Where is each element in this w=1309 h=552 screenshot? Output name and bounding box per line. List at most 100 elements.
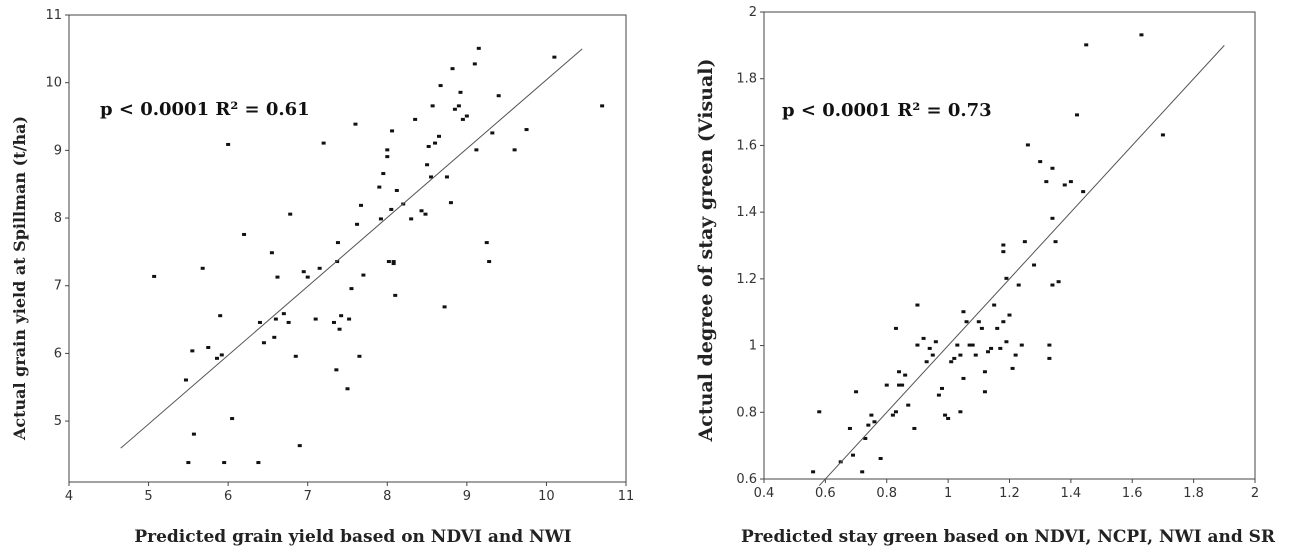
data-point xyxy=(958,353,963,357)
data-point xyxy=(413,117,418,121)
data-point xyxy=(152,274,157,278)
data-point xyxy=(866,423,871,427)
data-point xyxy=(361,273,366,277)
data-point xyxy=(429,175,434,179)
data-point xyxy=(442,305,447,309)
data-point xyxy=(391,262,396,266)
data-point xyxy=(1016,283,1021,287)
x-tick-label: 11 xyxy=(618,489,635,504)
data-point xyxy=(872,420,877,424)
data-point xyxy=(1013,353,1018,357)
data-point xyxy=(426,144,431,148)
data-point xyxy=(472,62,477,66)
data-point xyxy=(811,470,816,474)
data-point xyxy=(961,310,966,314)
data-point xyxy=(906,403,911,407)
x-tick-label: 2 xyxy=(1251,486,1259,501)
data-point xyxy=(863,436,868,440)
data-point xyxy=(409,217,414,221)
data-point xyxy=(183,378,188,382)
data-point xyxy=(600,104,605,108)
data-point xyxy=(288,212,293,216)
data-point xyxy=(1025,143,1030,147)
x-axis-label: Predicted stay green based on NDVI, NCPI… xyxy=(741,527,1276,547)
data-point xyxy=(893,410,898,414)
data-point xyxy=(269,251,274,255)
data-point xyxy=(476,46,481,50)
data-point xyxy=(456,104,461,108)
data-point xyxy=(995,326,1000,330)
regression-line xyxy=(120,48,583,449)
x-tick-label: 1 xyxy=(944,486,952,501)
data-point xyxy=(389,207,394,211)
data-point xyxy=(281,312,286,316)
data-point xyxy=(1050,216,1055,220)
data-point xyxy=(1004,340,1009,344)
data-point xyxy=(976,320,981,324)
y-tick-label: 10 xyxy=(45,76,62,91)
data-point xyxy=(930,353,935,357)
data-point xyxy=(458,90,463,94)
data-point xyxy=(438,84,443,88)
data-point xyxy=(869,413,874,417)
data-point xyxy=(847,426,852,430)
data-point xyxy=(339,314,344,318)
data-point xyxy=(903,373,908,377)
data-point xyxy=(297,444,302,448)
data-point xyxy=(897,383,902,387)
fit-annotation: p < 0.0001 R² = 0.73 xyxy=(782,100,992,121)
data-point xyxy=(425,163,430,167)
chart-grain-yield: 4 5 6 7 8 9 10 11 5 6 7 8 9 10 11 p < 0.0001 R² = 0.61… xyxy=(10,8,634,547)
chart-stay-green: 0.4 0.6 0.8 1 1.2 1.4 1.6 1.8 20.60.811.21.41.61… xyxy=(695,5,1276,547)
data-point xyxy=(272,335,277,339)
data-point xyxy=(305,275,310,279)
data-point xyxy=(1062,183,1067,187)
data-point xyxy=(952,356,957,360)
data-point xyxy=(450,67,455,71)
data-point xyxy=(1084,43,1089,47)
data-point xyxy=(394,188,399,192)
data-point xyxy=(385,148,390,152)
data-point xyxy=(200,266,205,270)
data-point xyxy=(949,360,954,364)
data-point xyxy=(393,293,398,297)
y-axis-label: Actual grain yield at Spillman (t/ha) xyxy=(10,116,29,441)
data-point xyxy=(982,370,987,374)
data-point xyxy=(1139,33,1144,37)
data-point xyxy=(1001,320,1006,324)
data-point xyxy=(964,320,969,324)
data-point xyxy=(1050,283,1055,287)
data-point xyxy=(936,393,941,397)
y-tick-label: 9 xyxy=(54,143,62,158)
data-point xyxy=(321,141,326,145)
data-points xyxy=(152,46,605,465)
y-axis-label: Actual degree of stay green (Visual) xyxy=(695,59,717,443)
y-tick-label: 1.2 xyxy=(736,272,757,287)
data-point xyxy=(893,326,898,330)
x-tick-label: 1.6 xyxy=(1122,486,1143,501)
x-tick-label: 0.4 xyxy=(754,486,775,501)
data-point xyxy=(850,453,855,457)
data-point xyxy=(257,320,262,324)
y-tick-label: 1.6 xyxy=(736,138,757,153)
data-point xyxy=(1047,343,1052,347)
data-point xyxy=(512,148,517,152)
data-point xyxy=(452,107,457,111)
fit-annotation: p < 0.0001 R² = 0.61 xyxy=(100,99,310,120)
data-point xyxy=(378,217,383,221)
data-point xyxy=(230,417,235,421)
data-point xyxy=(884,383,889,387)
data-point xyxy=(1004,276,1009,280)
data-point xyxy=(186,461,191,465)
data-point xyxy=(390,129,395,133)
tick-labels: 4 5 6 7 8 9 10 11 5 6 7 8 9 10 11 xyxy=(45,8,634,504)
data-point xyxy=(860,470,865,474)
data-point xyxy=(460,117,465,121)
data-point xyxy=(206,345,211,349)
data-point xyxy=(386,260,391,264)
data-point xyxy=(921,336,926,340)
data-point xyxy=(1160,133,1165,137)
regression-line xyxy=(818,45,1225,487)
data-point xyxy=(490,131,495,135)
data-point xyxy=(1056,280,1061,284)
